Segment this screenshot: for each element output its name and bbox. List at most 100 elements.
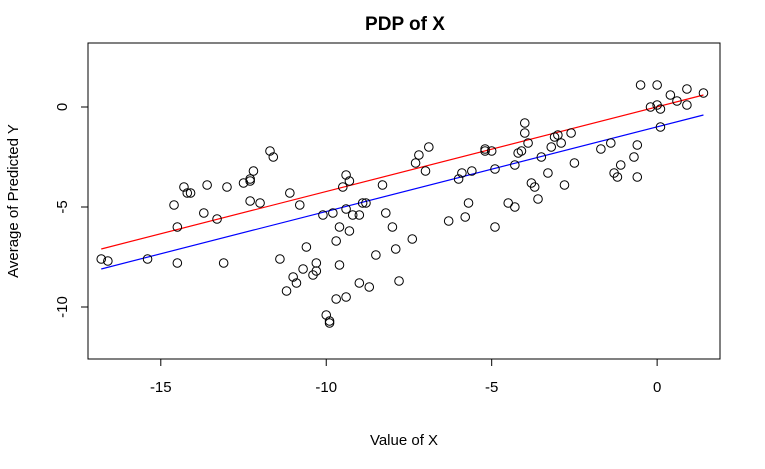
fit-lines (101, 94, 704, 270)
data-point (337, 182, 348, 192)
data-point (596, 144, 606, 154)
data-point (529, 182, 540, 192)
data-point (553, 130, 563, 140)
data-point (341, 204, 351, 214)
data-point (172, 258, 183, 268)
data-point (390, 244, 401, 254)
data-point (172, 222, 183, 232)
data-point (672, 96, 682, 106)
data-point (457, 168, 467, 178)
data-point (569, 158, 580, 168)
data-point (665, 90, 676, 100)
data-point (377, 180, 388, 190)
data-point (407, 234, 418, 244)
data-point (523, 138, 533, 148)
data-point (519, 128, 530, 138)
data-point (629, 152, 639, 162)
data-point (354, 278, 365, 288)
data-point (248, 166, 259, 176)
data-point (559, 180, 570, 190)
data-point (460, 212, 471, 222)
data-point (212, 214, 222, 224)
data-point (341, 292, 351, 302)
data-point (344, 176, 355, 186)
data-point (652, 80, 662, 90)
data-point (331, 294, 341, 304)
data-point (347, 210, 358, 220)
data-point (655, 122, 666, 132)
data-point (394, 276, 404, 286)
data-point (467, 166, 477, 176)
data-point (410, 158, 421, 168)
data-point (202, 180, 212, 190)
y-tick-label: -10 (54, 296, 71, 318)
data-point (490, 164, 500, 174)
data-point (516, 146, 527, 156)
data-point (222, 182, 232, 192)
data-point (556, 138, 566, 148)
data-point (291, 278, 302, 288)
data-point (179, 182, 189, 192)
data-point (420, 166, 431, 176)
data-point (632, 172, 643, 182)
data-point (364, 282, 375, 292)
fit-line (101, 94, 704, 250)
data-point (199, 208, 209, 218)
fit-line (101, 114, 704, 270)
data-point (96, 254, 107, 264)
data-point (311, 258, 322, 268)
data-point (453, 174, 464, 184)
data-point (503, 198, 514, 208)
y-axis-label: Average of Predicted Y (5, 124, 22, 278)
data-point (510, 202, 520, 212)
data-point (334, 222, 345, 232)
data-point (443, 216, 454, 226)
data-point (463, 198, 474, 208)
data-point (371, 250, 381, 260)
data-point (424, 142, 434, 152)
data-point (536, 152, 547, 162)
data-point (182, 188, 193, 198)
y-axis: -10 -5 0 (54, 103, 89, 318)
data-point (381, 208, 391, 218)
data-point (682, 100, 692, 110)
data-point (245, 196, 255, 206)
data-point (612, 172, 623, 182)
data-point (533, 194, 543, 204)
data-point (324, 318, 335, 328)
data-point (546, 142, 557, 152)
data-point (268, 152, 279, 162)
data-point (331, 236, 341, 246)
data-point (344, 226, 355, 236)
data-point (645, 102, 656, 112)
data-point (341, 170, 351, 180)
data-point (285, 188, 295, 198)
x-axis-label: Value of X (370, 432, 438, 449)
data-point (606, 138, 616, 148)
data-point (632, 140, 643, 150)
data-point (698, 88, 709, 98)
data-point (615, 160, 626, 170)
x-tick-label: 0 (653, 379, 661, 396)
data-point (301, 242, 312, 252)
data-point (635, 80, 646, 90)
data-point (543, 168, 553, 178)
data-point (490, 222, 500, 232)
data-point (354, 210, 365, 220)
y-tick-label: 0 (54, 103, 71, 111)
data-point (103, 256, 113, 266)
x-tick-label: -15 (150, 379, 172, 396)
data-point (255, 198, 265, 208)
data-point (324, 316, 335, 326)
data-point (185, 188, 196, 198)
data-point (265, 146, 275, 156)
chart-title: PDP of X (365, 14, 445, 35)
data-point (566, 128, 576, 138)
data-point (245, 174, 255, 184)
data-point (169, 200, 179, 210)
data-point (311, 266, 322, 276)
data-point (486, 146, 497, 156)
data-points (96, 80, 709, 328)
data-point (281, 286, 292, 296)
